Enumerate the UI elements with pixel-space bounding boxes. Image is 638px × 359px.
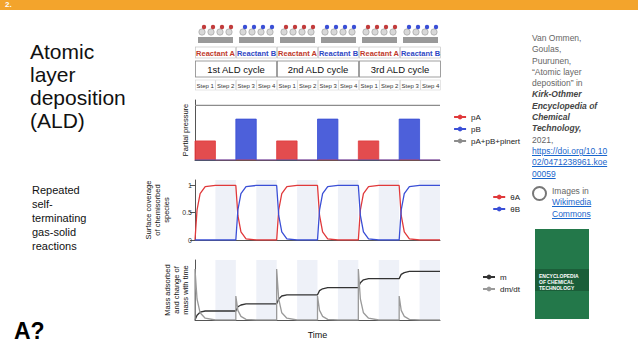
svg-text:0.5: 0.5 [182, 209, 192, 216]
svg-text:Reactant A: Reactant A [360, 49, 399, 58]
svg-text:pA: pA [471, 113, 481, 122]
svg-text:Surface coverage: Surface coverage [144, 181, 153, 240]
svg-text:2nd ALD cycle: 2nd ALD cycle [288, 64, 349, 75]
svg-text:species: species [162, 197, 171, 223]
svg-text:3rd ALD cycle: 3rd ALD cycle [371, 64, 430, 75]
html-text:Kirk-Othmer: Kirk-Othmer [532, 89, 582, 100]
svg-text:Step 4: Step 4 [340, 83, 358, 89]
svg-text:Step 2: Step 2 [299, 83, 317, 89]
svg-text:1: 1 [188, 182, 192, 189]
svg-text:pB: pB [471, 125, 481, 134]
html-text:deposition: deposition [30, 86, 126, 109]
svg-text:θA: θA [510, 193, 520, 202]
svg-text:1st ALD cycle: 1st ALD cycle [207, 64, 265, 75]
svg-text:Step 3: Step 3 [402, 83, 420, 89]
html-text:Atomic: Atomic [30, 40, 95, 63]
svg-text:m: m [500, 273, 507, 282]
html-text:Commons: Commons [552, 208, 591, 219]
svg-text:Step 2: Step 2 [217, 83, 235, 89]
svg-text:Step 1: Step 1 [361, 83, 379, 89]
svg-text:Reactant B: Reactant B [401, 49, 441, 58]
html-text:02/0471238961.koe: 02/0471238961.koe [532, 157, 608, 168]
svg-text:Step 2: Step 2 [381, 83, 399, 89]
svg-text:mass with time: mass with time [181, 265, 190, 315]
svg-text:of chemisorbed: of chemisorbed [153, 184, 162, 235]
svg-text:Reactant B: Reactant B [319, 49, 359, 58]
html-text:terminating: terminating [32, 212, 87, 224]
html-text:self-: self- [32, 198, 53, 210]
html-text:ENCYCLOPEDIA OF CHEMICAL TECHN: ENCYCLOPEDIA OF CHEMICAL TECHNOLOGY [539, 273, 579, 291]
html-text:00059: 00059 [532, 168, 556, 179]
svg-text:and change of: and change of [172, 265, 181, 313]
svg-text:Step 1: Step 1 [279, 83, 297, 89]
svg-text:Reactant A: Reactant A [196, 49, 235, 58]
svg-text:Step 4: Step 4 [422, 83, 440, 89]
html-text:(ALD): (ALD) [30, 109, 85, 132]
svg-text:Time: Time [308, 330, 328, 340]
svg-text:0: 0 [188, 237, 192, 244]
html-text:A?: A? [14, 318, 45, 344]
svg-text:Mass adsorbed: Mass adsorbed [163, 264, 172, 315]
svg-text:Step 3: Step 3 [238, 83, 256, 89]
html-text:reactions: reactions [32, 240, 77, 252]
svg-text:Step 1: Step 1 [197, 83, 215, 89]
html-text:Goulas,: Goulas, [532, 44, 562, 55]
svg-text:dm/dt: dm/dt [500, 285, 521, 294]
html-text:“Atomic layer: “Atomic layer [532, 66, 582, 77]
html-text:2.: 2. [5, 0, 12, 9]
html-text:gas-solid: gas-solid [32, 226, 76, 238]
html-text:Puurunen,: Puurunen, [532, 55, 572, 66]
html-text:Van Ommen,: Van Ommen, [532, 33, 582, 43]
html-text:Chemical: Chemical [532, 112, 570, 123]
svg-text:θB: θB [510, 205, 520, 214]
svg-text:Step 4: Step 4 [258, 83, 276, 89]
html-text:Encyclopedia of: Encyclopedia of [532, 100, 598, 111]
html-text:https://doi.org/10.10: https://doi.org/10.10 [532, 146, 608, 156]
svg-text:Step 3: Step 3 [320, 83, 338, 89]
html-text:layer: layer [30, 63, 76, 86]
html-text:2021,: 2021, [532, 134, 554, 145]
html-text:Wikimedia: Wikimedia [552, 197, 592, 208]
svg-text:Partial pressure: Partial pressure [181, 104, 190, 157]
svg-text:Reactant B: Reactant B [237, 49, 277, 58]
svg-text:pA+pB+pinert: pA+pB+pinert [471, 137, 521, 146]
svg-text:Reactant A: Reactant A [278, 49, 317, 58]
html-text:Images in: Images in [552, 186, 589, 196]
html-text:Repeated: Repeated [32, 184, 80, 196]
html-text:Technology,: Technology, [532, 123, 582, 134]
html-text:deposition” in: deposition” in [532, 78, 583, 89]
